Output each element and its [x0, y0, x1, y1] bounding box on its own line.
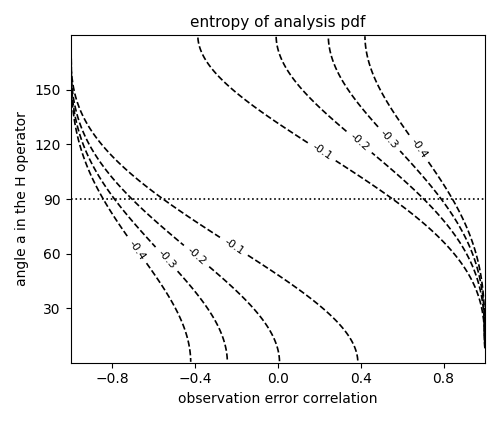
Text: -0.2: -0.2 [185, 245, 208, 267]
Text: -0.1: -0.1 [310, 141, 334, 162]
Title: entropy of analysis pdf: entropy of analysis pdf [190, 15, 366, 30]
Y-axis label: angle a in the H operator: angle a in the H operator [15, 112, 29, 286]
Text: -0.2: -0.2 [348, 131, 370, 153]
Text: -0.1: -0.1 [222, 236, 246, 256]
Text: -0.4: -0.4 [127, 238, 148, 262]
Text: -0.3: -0.3 [156, 248, 178, 271]
Text: -0.4: -0.4 [408, 136, 429, 160]
Text: -0.3: -0.3 [378, 128, 400, 150]
X-axis label: observation error correlation: observation error correlation [178, 392, 378, 406]
